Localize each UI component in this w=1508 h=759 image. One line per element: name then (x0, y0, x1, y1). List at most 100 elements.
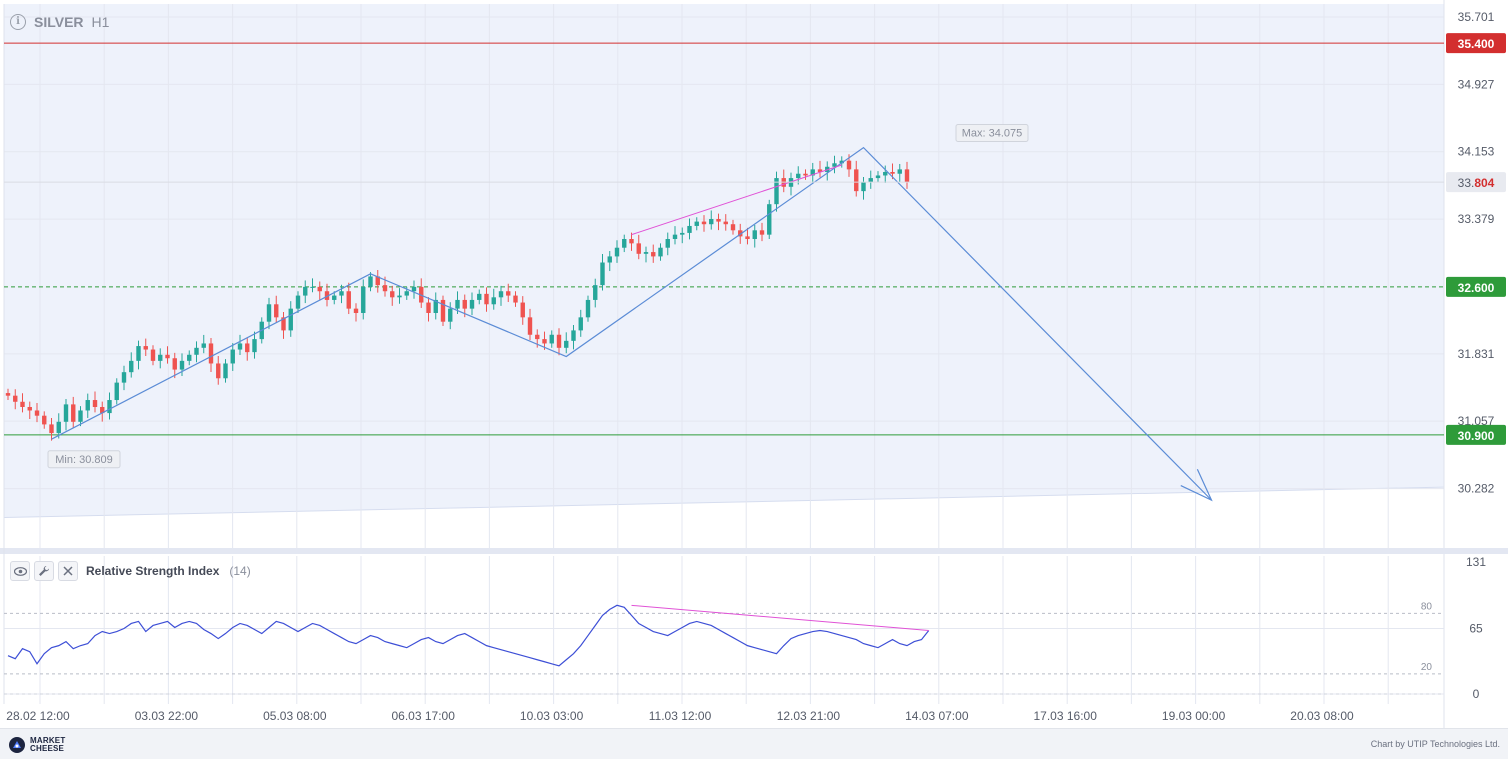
x-tick-label: 14.03 07:00 (905, 709, 969, 723)
candle-body (614, 247, 620, 257)
candle-body (723, 221, 728, 225)
candle-body (527, 317, 533, 335)
pivot-level-badge (1446, 276, 1506, 297)
candle-body (63, 404, 69, 422)
candle-body (5, 393, 11, 396)
candle-body (375, 276, 380, 286)
candle-body (440, 299, 446, 322)
candle-body (767, 204, 772, 235)
candle-body (317, 286, 322, 292)
close-icon[interactable] (58, 561, 78, 581)
candle-body (629, 239, 634, 244)
candle-body (266, 304, 272, 322)
candle-body (230, 349, 235, 364)
candle-body (295, 295, 301, 309)
candle-body (107, 400, 112, 414)
candle-body (368, 276, 373, 287)
support-level-label: 30.900 (1458, 429, 1495, 443)
symbol-label: SILVER (34, 14, 84, 30)
candle-body (201, 343, 206, 348)
candle-body (810, 169, 815, 176)
candle-body (513, 295, 518, 303)
rsi-period: (14) (229, 564, 251, 578)
candle-body (709, 218, 714, 225)
x-tick-label: 10.03 03:00 (520, 709, 584, 723)
candle-body (346, 291, 351, 309)
candle-body (832, 163, 837, 167)
candle-body (92, 400, 98, 407)
candle-body (745, 236, 750, 240)
candle-body (114, 382, 119, 401)
info-icon[interactable]: i (10, 14, 26, 30)
candle-body (455, 299, 460, 309)
rsi-y-tick-label: 131 (1466, 555, 1486, 569)
max-label-box (955, 123, 1029, 142)
footer: MARKET CHEESE Chart by UTIP Technologies… (0, 728, 1508, 759)
x-tick-label: 20.03 08:00 (1290, 709, 1354, 723)
credit-label: Chart by UTIP Technologies Ltd. (1370, 739, 1500, 749)
zigzag-line[interactable] (51, 146, 1212, 501)
candle-body (868, 178, 873, 183)
candle-body (85, 400, 90, 411)
candle-body (411, 286, 417, 292)
candle-body (506, 291, 511, 296)
rsi-name: Relative Strength Index (86, 564, 220, 578)
x-tick-label: 05.03 08:00 (263, 709, 327, 723)
candle-body (78, 410, 83, 422)
timeframe-label[interactable]: H1 (91, 14, 110, 30)
candle-body (600, 262, 605, 286)
candle-body (687, 225, 692, 233)
rsi-divergence-line[interactable] (631, 604, 929, 632)
candle-body (426, 302, 431, 313)
candle-body (622, 239, 627, 248)
candle-body (136, 346, 141, 361)
rsi-y-tick-label: 0 (1473, 687, 1480, 701)
candle-body (245, 343, 250, 353)
pivot-level-label: 32.600 (1458, 281, 1495, 295)
candle-body (390, 291, 395, 298)
x-tick-label: 19.03 00:00 (1162, 709, 1226, 723)
candle-body (353, 308, 359, 313)
current-price-label: 33.804 (1458, 176, 1495, 190)
brand-logo[interactable]: MARKET CHEESE (8, 736, 65, 754)
price-chart[interactable]: 35.701 34.927 34.153 33.379 31.831 31.057 30.2… (0, 0, 1508, 728)
candle-body (658, 247, 663, 257)
candle-body (904, 169, 910, 183)
candle-body (433, 299, 438, 313)
candle-body (585, 299, 591, 318)
candle-body (796, 173, 801, 179)
candle-body (759, 230, 765, 235)
cheese-logo-icon (9, 737, 25, 753)
support-level-badge (1446, 424, 1506, 445)
candle-body (498, 291, 504, 298)
y-tick-label: 31.057 (1458, 414, 1495, 428)
y-tick-label: 34.153 (1458, 145, 1495, 159)
candle-body (462, 299, 467, 309)
rsi-line[interactable] (7, 604, 930, 667)
panel-separator[interactable] (0, 548, 1508, 554)
candle-body (71, 404, 76, 422)
candle-body (172, 358, 177, 370)
candle-body (752, 230, 757, 240)
wrench-icon[interactable] (34, 561, 54, 581)
rsi-y-tick-label: 65 (1469, 622, 1483, 636)
candle-body (607, 256, 612, 263)
candle-body (324, 291, 330, 300)
eye-icon[interactable] (10, 561, 30, 581)
candle-body (484, 293, 489, 305)
candle-body (846, 160, 852, 170)
candle-body (216, 363, 221, 379)
candle-body (643, 252, 649, 254)
candle-body (680, 232, 685, 235)
candle-body (774, 178, 779, 205)
candle-body (237, 343, 243, 350)
candle-body (854, 169, 859, 192)
current-price-badge (1446, 172, 1506, 193)
forecast-arrow-head (1180, 468, 1213, 502)
candle-body (535, 334, 540, 340)
price-divergence-line[interactable] (631, 164, 842, 236)
candle-body (361, 286, 366, 313)
candle-body (303, 286, 308, 296)
y-tick-label: 31.831 (1458, 347, 1495, 361)
